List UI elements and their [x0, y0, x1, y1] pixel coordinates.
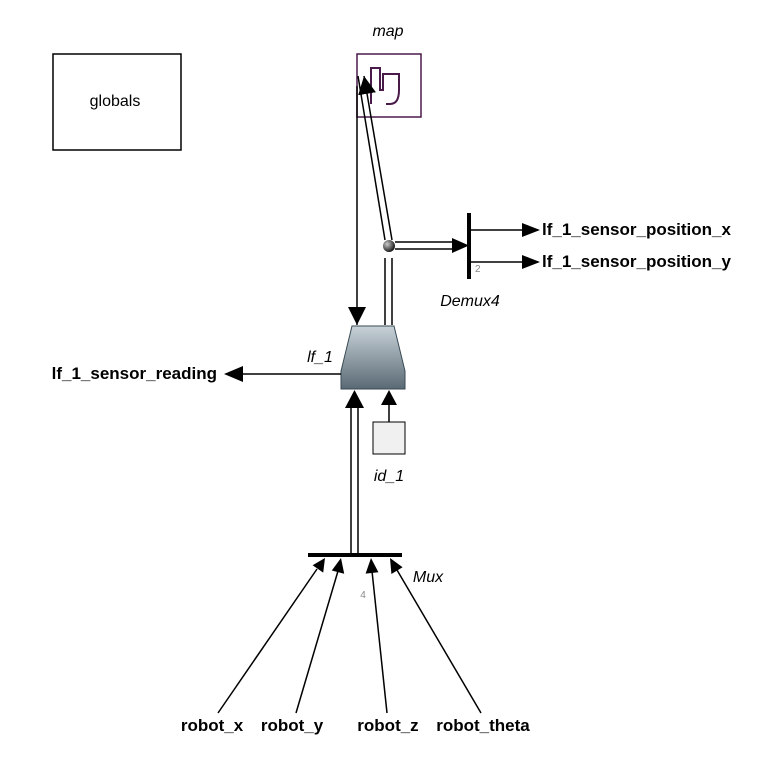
link-demux-out-y [471, 255, 540, 269]
input-robot-x[interactable]: robot_x [181, 716, 244, 735]
link-robot-y-to-mux [295, 558, 345, 714]
lf-block[interactable]: lf_1 [307, 325, 406, 390]
link-id-to-lf [381, 390, 397, 422]
link-split-to-map [357, 75, 393, 241]
link-robot-x-to-mux [217, 558, 325, 714]
link-lf-to-split [384, 258, 393, 325]
input-robot-y[interactable]: robot_y [261, 716, 324, 735]
demux-block[interactable]: 2 Demux4 [440, 213, 500, 310]
id-block[interactable]: id_1 [372, 421, 406, 485]
link-lf-to-sensor-reading [224, 366, 341, 382]
mux-label: Mux [413, 569, 444, 586]
map-label: map [372, 23, 403, 40]
input-robot-theta[interactable]: robot_theta [436, 716, 530, 735]
link-demux-out-x [471, 223, 540, 237]
id-label: id_1 [374, 468, 404, 485]
lf-label: lf_1 [307, 349, 333, 366]
mux-block[interactable]: 4 Mux [308, 553, 444, 601]
globals-block[interactable]: globals [52, 53, 182, 151]
globals-label: globals [90, 93, 141, 110]
demux-port-count: 2 [475, 264, 481, 275]
map-icon [370, 67, 400, 105]
output-sensor-position-y[interactable]: lf_1_sensor_position_y [542, 252, 732, 271]
link-robot-theta-to-mux [390, 558, 482, 714]
link-mux-to-lf [345, 390, 364, 553]
input-robot-z[interactable]: robot_z [357, 716, 418, 735]
output-sensor-position-x[interactable]: lf_1_sensor_position_x [542, 220, 732, 239]
mux-port-count: 4 [360, 590, 366, 601]
demux-label: Demux4 [440, 293, 500, 310]
map-block[interactable]: map [356, 23, 422, 118]
link-split-to-demux [395, 238, 469, 253]
split-point[interactable] [383, 240, 395, 252]
link-robot-z-to-mux [365, 558, 388, 714]
output-sensor-reading[interactable]: lf_1_sensor_reading [52, 364, 217, 383]
